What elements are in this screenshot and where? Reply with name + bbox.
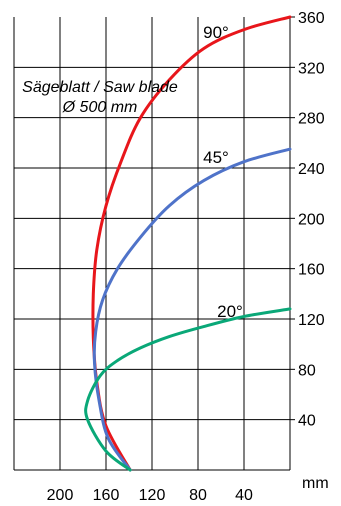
series-line-2 xyxy=(84,307,292,472)
series-label-0: 90° xyxy=(203,23,229,42)
series-labels: 90° 45° 20° xyxy=(203,23,243,321)
series-line-1 xyxy=(92,147,292,472)
y-tick-label: 40 xyxy=(298,413,316,430)
series-label-1: 45° xyxy=(203,148,229,167)
x-tick-label: 120 xyxy=(139,487,166,504)
x-unit-label: mm xyxy=(302,475,329,492)
y-tick-label: 200 xyxy=(298,211,325,228)
annotation-line-2: Ø 500 mm xyxy=(62,99,138,116)
y-tick-label: 160 xyxy=(298,262,325,279)
x-tick-label: 40 xyxy=(235,487,253,504)
x-tick-label: 200 xyxy=(47,487,74,504)
x-tick-label: 80 xyxy=(189,487,207,504)
annotation-line-1: Sägeblatt / Saw blade xyxy=(22,79,178,96)
y-tick-label: 240 xyxy=(298,161,325,178)
y-tick-label: 320 xyxy=(298,60,325,77)
grid xyxy=(13,16,295,471)
series-label-2: 20° xyxy=(217,302,243,321)
series-lines xyxy=(84,15,292,472)
y-tick-label: 360 xyxy=(298,10,325,27)
y-tick-label: 80 xyxy=(298,362,316,379)
y-tick-label: 120 xyxy=(298,312,325,329)
y-tick-label: 280 xyxy=(298,111,325,128)
tick-labels: 200 160 120 80 40 40 80 120 160 200 240 280 320 360 xyxy=(47,10,325,504)
x-tick-label: 160 xyxy=(93,487,120,504)
